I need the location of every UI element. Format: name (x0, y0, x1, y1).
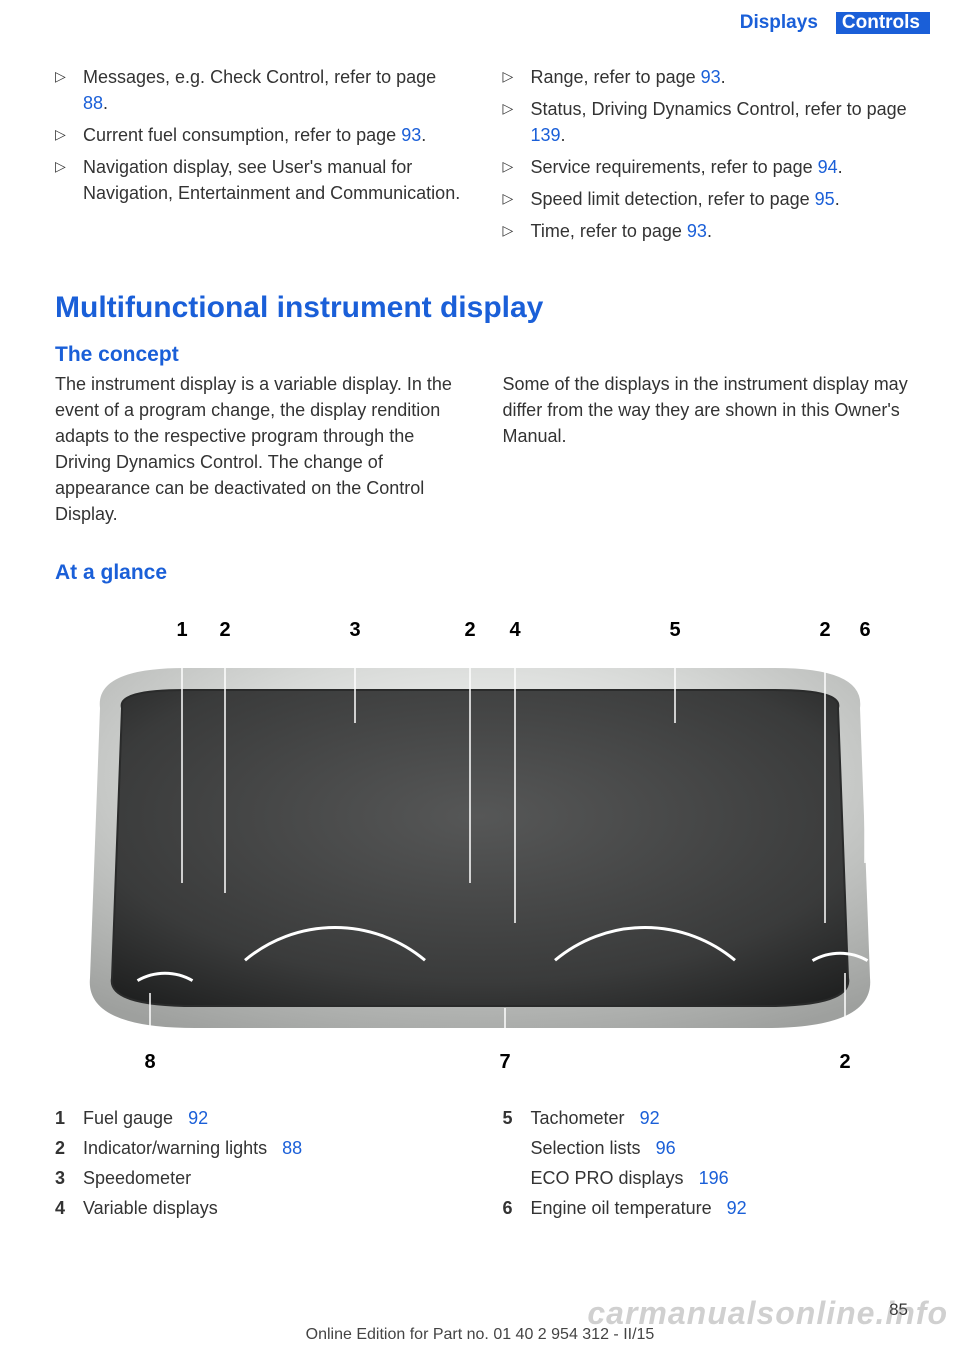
top-bullets: Messages, e.g. Check Control, refer to p… (55, 64, 910, 251)
header-displays: Displays (740, 12, 818, 34)
bullet-tail: . (561, 125, 566, 145)
page-link[interactable]: 88 (83, 93, 103, 113)
svg-text:2: 2 (839, 1051, 850, 1073)
concept-para-right: Some of the displays in the instrument d… (503, 371, 911, 449)
bullet-list-right: Range, refer to page 93. Status, Driving… (503, 64, 911, 245)
legend-row: 5 Tachometer 92 (503, 1105, 911, 1133)
page-link[interactable]: 94 (818, 157, 838, 177)
footer-line: Online Edition for Part no. 01 40 2 954 … (0, 1326, 960, 1344)
list-item: Navigation display, see User's manual fo… (55, 154, 463, 206)
legend-row: 2 Indicator/warning lights 88 (55, 1135, 463, 1163)
bullet-tail: . (838, 157, 843, 177)
bullet-tail: . (835, 189, 840, 209)
page-link[interactable]: 92 (640, 1108, 660, 1128)
page-link[interactable]: 88 (282, 1138, 302, 1158)
section-title: Multifunctional instrument display (55, 291, 910, 325)
list-item: Service requirements, refer to page 94. (503, 154, 911, 180)
page-link[interactable]: 93 (401, 125, 421, 145)
svg-text:3: 3 (349, 619, 360, 641)
bullet-text: Current fuel consumption, refer to page (83, 125, 401, 145)
legend-text: Variable displays (83, 1195, 463, 1223)
legend-text: Tachometer 92 (531, 1105, 911, 1133)
page-link[interactable]: 96 (656, 1138, 676, 1158)
legend-row: 4 Variable displays (55, 1195, 463, 1223)
legend-row: 6 Engine oil temperature 92 (503, 1195, 911, 1223)
legend-sub: Selection lists 96 (503, 1135, 911, 1163)
legend-num: 2 (55, 1135, 83, 1163)
glance-heading: At a glance (55, 561, 910, 585)
legend: 1 Fuel gauge 92 2 Indicator/warning ligh… (55, 1105, 910, 1225)
svg-text:5: 5 (669, 619, 680, 641)
page-link[interactable]: 196 (699, 1168, 729, 1188)
bullet-text: Service requirements, refer to page (531, 157, 818, 177)
legend-sub: ECO PRO displays 196 (503, 1165, 911, 1193)
svg-text:7: 7 (499, 1051, 510, 1073)
bullet-text: Status, Driving Dynamics Control, refer … (531, 99, 907, 119)
page-link[interactable]: 93 (701, 67, 721, 87)
svg-text:4: 4 (509, 619, 521, 641)
legend-text: Indicator/warning lights 88 (83, 1135, 463, 1163)
bullet-text: Messages, e.g. Check Control, refer to p… (83, 67, 436, 87)
list-item: Current fuel consumption, refer to page … (55, 122, 463, 148)
bullet-text: Range, refer to page (531, 67, 701, 87)
list-item: Range, refer to page 93. (503, 64, 911, 90)
legend-text: Fuel gauge 92 (83, 1105, 463, 1133)
page-link[interactable]: 92 (188, 1108, 208, 1128)
list-item: Messages, e.g. Check Control, refer to p… (55, 64, 463, 116)
list-item: Speed limit detection, refer to page 95. (503, 186, 911, 212)
legend-num: 5 (503, 1105, 531, 1133)
svg-text:2: 2 (819, 619, 830, 641)
legend-num: 4 (55, 1195, 83, 1223)
bullet-tail: . (103, 93, 108, 113)
bullet-tail: . (721, 67, 726, 87)
header-controls-tab: Controls (836, 12, 930, 34)
bullet-text: Speed limit detection, refer to page (531, 189, 815, 209)
page-link[interactable]: 92 (727, 1198, 747, 1218)
legend-left: 1 Fuel gauge 92 2 Indicator/warning ligh… (55, 1105, 463, 1225)
legend-num: 1 (55, 1105, 83, 1133)
legend-num: 6 (503, 1195, 531, 1223)
legend-text: Speedometer (83, 1165, 463, 1193)
legend-right: 5 Tachometer 92 Selection lists 96 ECO P… (503, 1105, 911, 1225)
bullet-text: Navigation display, see User's manual fo… (83, 157, 460, 203)
page-link[interactable]: 93 (687, 221, 707, 241)
bullet-text: Time, refer to page (531, 221, 687, 241)
bullet-tail: . (421, 125, 426, 145)
concept-heading: The concept (55, 343, 910, 367)
concept-columns: The instrument display is a variable dis… (55, 371, 910, 534)
page-header: Displays Controls (0, 0, 960, 44)
legend-num: 3 (55, 1165, 83, 1193)
at-a-glance: At a glance 12324526872 1 Fuel gauge 92 … (55, 561, 910, 1225)
page-link[interactable]: 95 (815, 189, 835, 209)
list-item: Status, Driving Dynamics Control, refer … (503, 96, 911, 148)
bullet-list-left: Messages, e.g. Check Control, refer to p… (55, 64, 463, 206)
instrument-cluster-diagram: 1 2 3 2 4 5 2 6 8 7 2 (55, 593, 905, 1093)
svg-text:8: 8 (144, 1051, 155, 1073)
legend-text: Engine oil temperature 92 (531, 1195, 911, 1223)
bullet-tail: . (707, 221, 712, 241)
legend-row: 3 Speedometer (55, 1165, 463, 1193)
svg-text:1: 1 (176, 619, 187, 641)
list-item: Time, refer to page 93. (503, 218, 911, 244)
svg-text:2: 2 (219, 619, 230, 641)
page-content: Messages, e.g. Check Control, refer to p… (0, 44, 960, 1225)
page-link[interactable]: 139 (531, 125, 561, 145)
concept-para-left: The instrument display is a variable dis… (55, 371, 463, 528)
legend-row: 1 Fuel gauge 92 (55, 1105, 463, 1133)
svg-text:2: 2 (464, 619, 475, 641)
svg-text:6: 6 (859, 619, 870, 641)
